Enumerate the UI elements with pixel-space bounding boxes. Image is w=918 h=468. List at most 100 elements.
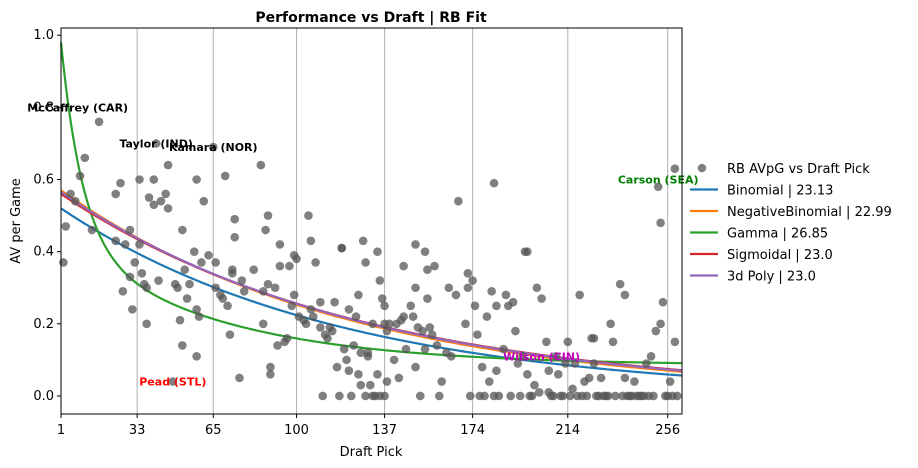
scatter-point [477,362,487,372]
x-axis-ticks: 1 33 65 100 137 174 214 256 [57,414,680,438]
y-axis-ticks: 0.0 0.2 0.4 0.6 0.8 1.0 [33,28,61,404]
scatter-point [327,326,337,336]
scatter-point [230,214,239,224]
scatter-point [130,258,140,267]
scatter-point [542,337,551,347]
x-tick-label: 256 [655,423,680,438]
scatter-point [615,279,625,289]
scatter-point [470,301,480,311]
scatter-point [515,391,525,401]
scatter-point [189,247,199,256]
scatter-point [306,305,316,314]
scatter-point [411,283,420,293]
scatter-point [337,243,347,253]
scatter-point [339,344,349,354]
scatter-point [382,377,392,386]
scatter-point [197,258,206,267]
scatter-point [118,287,128,296]
legend: RB AVpG vs Draft Pick Binomial | 23.13 Neg… [690,162,892,285]
scatter-point [120,240,130,249]
scatter-point [173,283,182,293]
scatter-point [356,380,366,390]
scatter-point [318,391,328,401]
scatter-point [178,225,187,235]
scatter-point [316,323,325,332]
scatter-point [135,175,144,184]
scatter-point [511,326,520,336]
scatter-point [544,366,554,376]
scatter-point [263,211,273,220]
scatter-point [346,391,356,401]
scatter-point [275,261,285,271]
scatter-point [116,178,125,188]
scatter-point [342,355,351,365]
scatter-point [368,319,377,329]
scatter-point [589,333,599,343]
x-axis-label: Draft Pick [340,445,403,460]
annotation-label: Wilson (CIN) [503,350,580,363]
scatter-point [380,391,389,401]
scatter-point [446,351,456,361]
scatter-point [311,258,320,267]
scatter-point [94,117,104,127]
y-tick-label: 0.8 [33,100,54,115]
scatter-point [211,283,220,293]
scatter-point [163,204,173,213]
scatter-point [125,272,135,282]
scatter-point [344,366,354,376]
scatter-point [565,391,575,401]
scatter-point [589,359,599,368]
scatter-point [149,175,159,184]
scatter-point [239,287,249,296]
legend-label: Binomial | 23.13 [727,184,833,199]
scatter-point [180,265,190,275]
scatter-point [289,290,299,300]
scatter-point [135,240,144,249]
scatter-point [225,330,235,339]
scatter-point [128,305,137,314]
scatter-point [237,276,247,285]
scatter-point [208,142,218,152]
scatter-point [335,391,344,401]
scatter-point [282,333,292,343]
scatter-point [646,351,656,361]
chart-title: Performance vs Draft | RB Fit [255,10,487,26]
scatter-point [506,391,515,401]
scatter-point [275,240,285,249]
scatter-point [461,319,470,329]
x-tick-label: 174 [460,423,485,438]
y-tick-label: 0.2 [33,317,54,332]
scatter-point [653,182,663,192]
scatter-point [463,283,473,293]
annotation-label: Kamara (NOR) [169,141,258,154]
scatter-point [523,247,532,256]
scatter-point [377,294,387,303]
legend-label: Gamma | 26.85 [727,227,828,242]
scatter-point [658,297,668,307]
scatter-point [273,341,282,350]
scatter-point [270,283,280,293]
legend-label: RB AVpG vs Draft Pick [727,162,870,177]
scatter-point [230,232,239,242]
scatter-point [211,258,220,267]
scatter-point [394,373,404,383]
scatter-point [494,391,504,401]
scatter-point [582,391,592,401]
scatter-point [558,391,568,401]
scatter-point [330,297,339,307]
scatter-point [489,178,499,188]
scatter-point [408,312,418,321]
scatter-point [399,312,408,321]
scatter-point [323,333,332,343]
scatter-point [263,279,273,289]
scatter-point [382,326,392,336]
scatter-point [308,312,318,321]
scatter-point [151,139,161,148]
scatter-point [156,196,166,206]
scatter-point [256,160,266,170]
scatter-point [672,391,682,401]
scatter-point [287,301,297,311]
scatter-point [423,294,432,303]
